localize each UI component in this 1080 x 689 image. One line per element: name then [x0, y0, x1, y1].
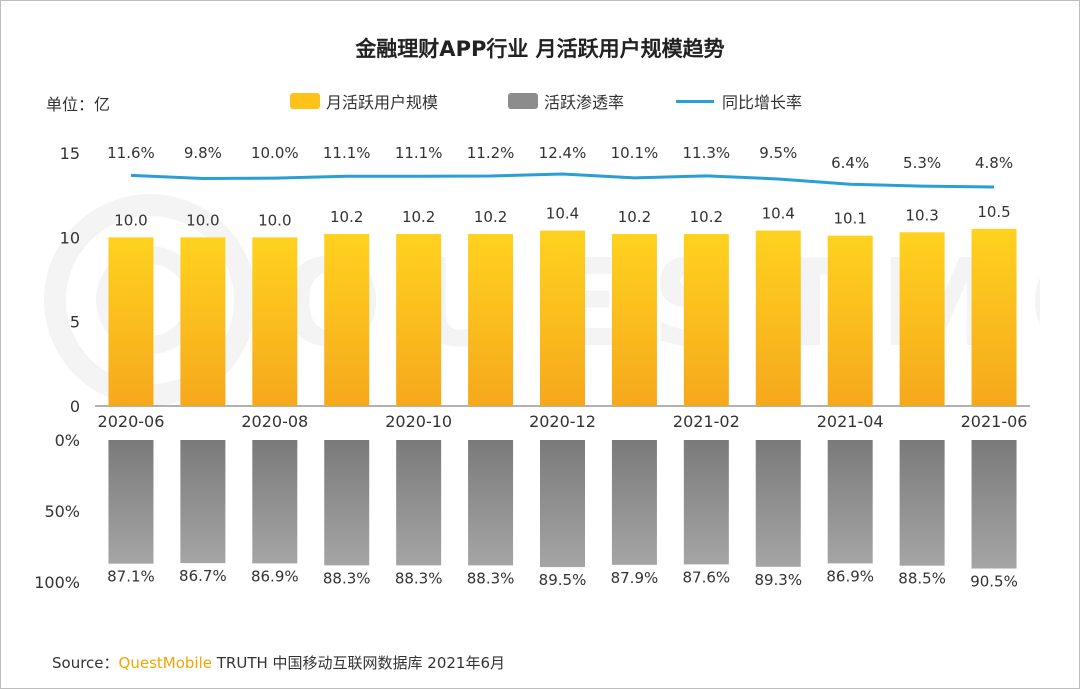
- legend-item-yoy: 同比增长率: [676, 90, 802, 112]
- yoy-data-label: 10.0%: [251, 144, 299, 162]
- penetration-data-label: 90.5%: [970, 573, 1018, 591]
- yoy-data-label: 10.1%: [611, 144, 659, 162]
- mau-bar: [540, 230, 585, 406]
- mau-bar: [180, 237, 226, 406]
- yoy-data-label: 11.2%: [467, 144, 515, 162]
- penetration-bar: [468, 440, 514, 566]
- top-axis-tick-label: 0: [70, 397, 80, 416]
- penetration-data-label: 87.6%: [683, 568, 731, 586]
- penetration-bar: [540, 440, 585, 568]
- penetration-data-label: 88.5%: [898, 570, 946, 588]
- yoy-data-label: 11.3%: [683, 144, 731, 162]
- x-axis-tick-label: 2020-06: [98, 412, 165, 431]
- bottom-axis-tick-label: 100%: [34, 573, 80, 592]
- penetration-data-label: 88.3%: [467, 569, 515, 587]
- yoy-data-label: 11.1%: [395, 144, 443, 162]
- penetration-data-label: 86.9%: [251, 567, 299, 585]
- legend-item-penetration: 活跃渗透率: [508, 90, 624, 112]
- x-axis-tick-label: 2020-10: [385, 412, 452, 431]
- source-note: Source：QuestMobile TRUTH 中国移动互联网数据库 2021…: [52, 652, 505, 673]
- mau-bar: [899, 232, 945, 406]
- mau-bar: [108, 237, 154, 406]
- legend-item-mau: 月活跃用户规模: [290, 90, 438, 112]
- mau-bar: [755, 230, 801, 406]
- unit-label: 单位：亿: [46, 95, 111, 114]
- penetration-bar: [108, 440, 154, 564]
- top-axis-tick-label: 15: [60, 144, 80, 163]
- legend-label-mau: 月活跃用户规模: [326, 93, 439, 112]
- mau-bar: [971, 228, 1017, 406]
- penetration-data-label: 87.1%: [107, 568, 155, 586]
- yoy-data-label: 6.4%: [831, 154, 869, 172]
- mau-bar: [611, 233, 657, 406]
- source-prefix: Source：: [52, 654, 119, 672]
- legend-swatch-mau: [290, 93, 320, 109]
- penetration-bar: [971, 440, 1017, 569]
- mau-data-label: 10.5: [977, 203, 1010, 221]
- yoy-growth-line: [130, 172, 995, 189]
- yoy-data-label: 11.6%: [107, 144, 155, 162]
- penetration-data-label: 89.3%: [754, 571, 802, 589]
- legend-label-yoy: 同比增长率: [722, 93, 803, 112]
- mau-data-label: 10.3: [905, 206, 938, 224]
- penetration-bar: [899, 440, 945, 566]
- yoy-data-label: 5.3%: [903, 154, 941, 172]
- mau-bar: [324, 233, 370, 406]
- penetration-bar: [755, 440, 801, 567]
- penetration-bar: [396, 440, 442, 566]
- bottom-axis-tick-label: 0%: [55, 431, 80, 450]
- penetration-data-label: 88.3%: [395, 569, 443, 587]
- yoy-data-label: 9.8%: [184, 144, 222, 162]
- yoy-data-label: 9.5%: [759, 144, 797, 162]
- bottom-axis-tick-label: 50%: [44, 502, 80, 521]
- mau-bar: [468, 233, 514, 406]
- mau-data-label: 10.1: [833, 210, 866, 228]
- penetration-bar: [180, 440, 226, 564]
- mau-data-label: 10.4: [762, 205, 795, 223]
- mau-data-label: 10.2: [474, 208, 507, 226]
- top-axis-tick-label: 10: [60, 228, 80, 247]
- mau-bar: [396, 233, 442, 406]
- penetration-bar: [252, 440, 298, 564]
- penetration-bar: [611, 440, 657, 565]
- chart-title: 金融理财APP行业 月活跃用户规模趋势: [355, 37, 725, 61]
- legend-swatch-penetration: [508, 93, 538, 109]
- yoy-data-label: 11.1%: [323, 144, 371, 162]
- penetration-bar: [324, 440, 370, 566]
- top-axis-tick-label: 5: [70, 313, 80, 332]
- x-axis-tick-label: 2021-06: [961, 412, 1028, 431]
- mau-bar: [252, 237, 298, 406]
- x-axis-tick-label: 2020-08: [241, 412, 308, 431]
- penetration-bar: [827, 440, 873, 564]
- mau-bar: [683, 233, 729, 406]
- mau-data-label: 10.2: [690, 208, 723, 226]
- yoy-data-label: 12.4%: [539, 144, 587, 162]
- penetration-data-label: 86.7%: [179, 567, 227, 585]
- mau-data-label: 10.2: [618, 208, 651, 226]
- yoy-data-label: 4.8%: [975, 154, 1013, 172]
- penetration-data-label: 87.9%: [611, 569, 659, 587]
- mau-data-label: 10.0: [186, 211, 219, 229]
- source-rest: TRUTH 中国移动互联网数据库 2021年6月: [211, 654, 506, 672]
- penetration-bar: [683, 440, 729, 565]
- x-axis-tick-label: 2021-04: [817, 412, 884, 431]
- mau-data-label: 10.0: [114, 211, 147, 229]
- penetration-data-label: 88.3%: [323, 569, 371, 587]
- mau-data-label: 10.0: [258, 211, 291, 229]
- mau-data-label: 10.2: [330, 208, 363, 226]
- mau-data-label: 10.2: [402, 208, 435, 226]
- mau-bar: [827, 235, 873, 406]
- x-axis-tick-label: 2021-02: [673, 412, 740, 431]
- penetration-data-label: 89.5%: [539, 571, 587, 589]
- source-brand: QuestMobile: [118, 654, 212, 672]
- legend-label-penetration: 活跃渗透率: [544, 93, 625, 112]
- x-axis-tick-label: 2020-12: [529, 412, 596, 431]
- mau-data-label: 10.4: [546, 205, 579, 223]
- penetration-data-label: 86.9%: [826, 567, 874, 585]
- legend-line-yoy: [676, 99, 714, 103]
